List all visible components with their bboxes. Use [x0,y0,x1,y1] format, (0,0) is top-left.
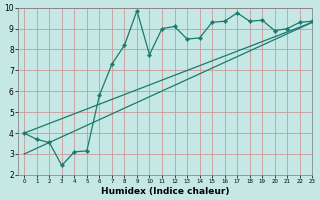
X-axis label: Humidex (Indice chaleur): Humidex (Indice chaleur) [101,187,229,196]
